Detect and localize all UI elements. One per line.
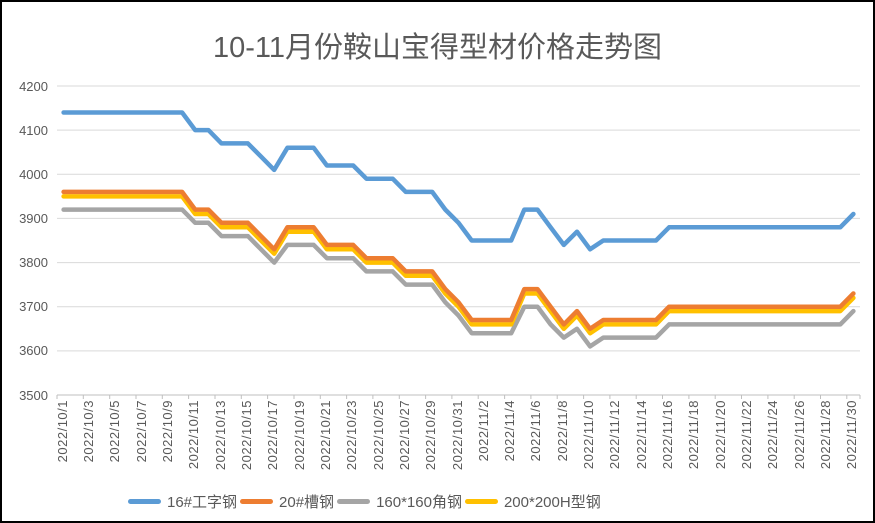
legend-line-swatch	[128, 498, 161, 504]
x-axis-label: 2022/10/5	[107, 400, 123, 463]
x-axis-label: 2022/10/7	[133, 400, 149, 463]
chart-title: 10-11月份鞍山宝得型材价格走势图	[212, 32, 663, 64]
x-axis-label: 2022/10/17	[265, 400, 281, 471]
series-line-2	[61, 207, 856, 349]
x-axis-label: 2022/11/14	[633, 400, 649, 470]
legend-label: 160*160角钢	[376, 493, 462, 511]
legend-line-swatch	[240, 498, 274, 504]
legend-item: 160*160角钢	[337, 491, 462, 512]
x-axis-label: 2022/11/24	[765, 400, 781, 470]
legend-item: 16#工字钢	[128, 491, 237, 512]
y-axis-label: 3900	[19, 210, 48, 226]
x-axis-label: 2022/10/25	[370, 400, 386, 471]
x-axis-label: 2022/11/30	[844, 400, 860, 470]
legend-label: 16#工字钢	[167, 493, 238, 511]
legend-item: 20#槽钢	[240, 491, 334, 512]
legend-label: 20#槽钢	[279, 493, 335, 511]
x-axis-label: 2022/11/2	[475, 400, 491, 462]
x-axis-label: 2022/10/9	[159, 400, 175, 463]
x-axis-label: 2022/11/28	[818, 400, 834, 470]
x-axis-label: 2022/11/22	[739, 400, 755, 470]
y-axis-label: 4000	[19, 166, 48, 182]
y-axis-label: 4200	[19, 78, 48, 94]
x-axis-label: 2022/10/29	[423, 400, 439, 471]
x-axis-label: 2022/10/23	[344, 400, 360, 471]
legend: 16#工字钢 20#槽钢 160*160角钢 200*200H型钢	[128, 491, 604, 511]
x-axis-label: 2022/10/15	[238, 400, 254, 471]
x-axis-label: 2022/11/20	[712, 400, 728, 470]
series-line-3	[61, 194, 856, 336]
x-axis-label: 2022/11/10	[581, 400, 597, 470]
x-axis-label: 2022/10/27	[396, 400, 412, 471]
x-axis-label: 2022/11/26	[791, 400, 807, 470]
x-axis-label: 2022/10/31	[449, 400, 465, 471]
legend-label: 200*200H型钢	[503, 493, 601, 511]
x-axis-label: 2022/11/4	[502, 400, 518, 462]
x-axis-label: 2022/10/1	[54, 400, 70, 463]
y-axis-label: 3500	[19, 387, 48, 403]
y-axis-label: 3800	[19, 255, 48, 271]
x-axis-label: 2022/11/18	[686, 400, 702, 470]
series-line-0	[61, 110, 856, 252]
x-axis-label: 2022/10/19	[291, 400, 307, 471]
legend-item: 200*200H型钢	[464, 491, 601, 512]
legend-line-swatch	[464, 498, 498, 504]
x-axis-label: 2022/11/6	[528, 400, 544, 462]
x-axis-label: 2022/11/8	[554, 400, 570, 462]
legend-line-swatch	[337, 498, 371, 504]
x-axis-label: 2022/10/21	[317, 400, 333, 471]
x-axis-label: 2022/10/3	[80, 400, 96, 463]
x-axis-label: 2022/10/11	[186, 400, 202, 470]
series-line-1	[61, 189, 856, 332]
y-axis-label: 3600	[19, 343, 48, 359]
y-axis-label: 4100	[19, 122, 48, 138]
x-axis-label: 2022/11/16	[660, 400, 676, 470]
x-axis-label: 2022/11/12	[607, 400, 623, 470]
y-axis-label: 3700	[19, 299, 48, 315]
x-axis-label: 2022/10/13	[212, 400, 228, 471]
